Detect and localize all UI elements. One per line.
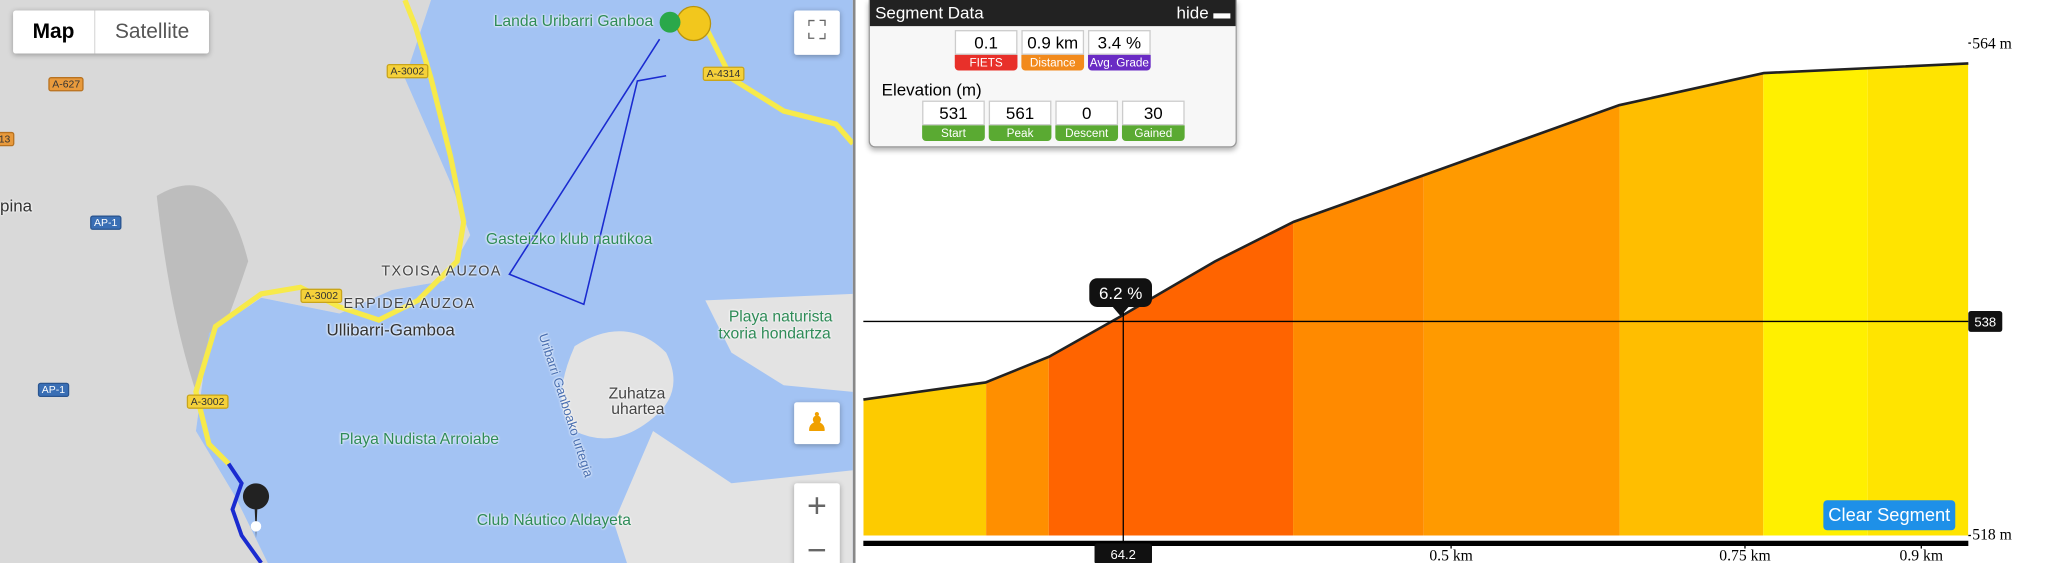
- town-label: Ullibarri-Gamboa: [326, 319, 455, 340]
- stat-label: Avg. Grade: [1087, 54, 1151, 71]
- hide-text: hide: [1176, 2, 1209, 23]
- elevation-title: Elevation (m): [881, 79, 982, 100]
- elevation-line: [863, 62, 1969, 401]
- road-label: A-627: [48, 77, 85, 92]
- poi-label: txoria hondartza: [718, 323, 831, 343]
- stat-value: 561: [988, 100, 1052, 126]
- y-tick-label: 564 m: [1972, 35, 2012, 52]
- stat-label: Gained: [1121, 125, 1185, 142]
- stat-box: 561 Peak: [988, 100, 1052, 142]
- island-label: uhartea: [611, 399, 665, 418]
- stat-label: FIETS: [954, 54, 1018, 71]
- poi-label: Playa Nudista Arroiabe: [339, 429, 500, 448]
- x-tick-label: 0.5 km: [1429, 547, 1473, 563]
- fullscreen-button[interactable]: ⛶: [794, 10, 840, 55]
- road-label: A-3002: [300, 288, 342, 304]
- stat-value: 30: [1121, 100, 1185, 126]
- map-graphics: [0, 0, 853, 563]
- poi-label: Gasteizko klub nautikoa: [485, 229, 653, 249]
- clear-segment-button[interactable]: Clear Segment: [1823, 500, 1956, 531]
- stat-value: 0.9 km: [1021, 30, 1085, 55]
- stat-box: 531 Start: [922, 100, 985, 142]
- stat-label: Descent: [1055, 125, 1119, 142]
- poi-label: Playa naturista: [728, 306, 833, 326]
- stat-value: 3.4 %: [1087, 30, 1151, 55]
- stat-value: 0.1: [954, 30, 1018, 55]
- stat-box: 0.9 km Distance: [1021, 30, 1085, 71]
- segment-data-panel: Segment Data hide ▬ Elevation (m) 0.1 FIE…: [868, 0, 1237, 148]
- road-label: AP-1: [90, 215, 122, 230]
- elevation-label: 538: [1974, 315, 1996, 330]
- road-label: AP-1: [37, 382, 69, 398]
- stat-box: 0.1 FIETS: [954, 30, 1018, 71]
- map-button[interactable]: Map: [13, 10, 96, 54]
- area-label: ERPIDEA AUZOA: [343, 296, 476, 313]
- poi-label: Club Náutico Aldayeta: [476, 510, 631, 529]
- elevation-chart-container: [852, 0, 2048, 563]
- panel-title: Segment Data: [875, 2, 984, 23]
- distance-label: 64.2: [1111, 547, 1136, 562]
- pegman[interactable]: ♟: [794, 402, 840, 445]
- distance-box: [1094, 543, 1152, 563]
- stat-value: 0: [1055, 100, 1119, 126]
- area-label: TXOISA AUZOA: [381, 263, 502, 280]
- island-label: Zuhatza: [608, 383, 666, 403]
- y-tick-label: 518 m: [1972, 526, 2012, 543]
- stat-box: 30 Gained: [1121, 100, 1185, 142]
- grade-bubble: [1089, 278, 1152, 307]
- map[interactable]: Map Satellite ⛶ ♟ + − Landa Uribarri Ganb…: [0, 0, 853, 563]
- hide-button[interactable]: hide ▬: [1176, 2, 1231, 23]
- grade-bubble-tip: [1112, 306, 1129, 317]
- stat-label: Start: [922, 125, 985, 142]
- stat-box: 3.4 % Avg. Grade: [1087, 30, 1151, 71]
- stat-label: Distance: [1021, 54, 1085, 71]
- town-label: pina: [0, 195, 33, 216]
- poi-label: Landa Uribarri Ganboa: [493, 11, 654, 31]
- elevation-box: [1968, 310, 2003, 332]
- road-label: A-3002: [386, 63, 429, 79]
- road-label: A-4314: [702, 66, 745, 81]
- road-label: A-3002: [186, 394, 229, 409]
- stat-box: 0 Descent: [1055, 100, 1119, 142]
- x-tick-label: 0.75 km: [1719, 547, 1770, 563]
- stat-value: 531: [922, 100, 985, 126]
- map-type-control: Map Satellite: [13, 10, 209, 54]
- satellite-button[interactable]: Satellite: [114, 20, 190, 44]
- grade-label: 6.2 %: [1099, 284, 1142, 303]
- x-tick-label: 0.9 km: [1900, 547, 1943, 563]
- stat-label: Peak: [988, 125, 1052, 142]
- zoom-control[interactable]: + −: [794, 483, 840, 563]
- road-label: 13: [0, 131, 15, 147]
- panel-header: Segment Data hide ▬: [869, 0, 1236, 27]
